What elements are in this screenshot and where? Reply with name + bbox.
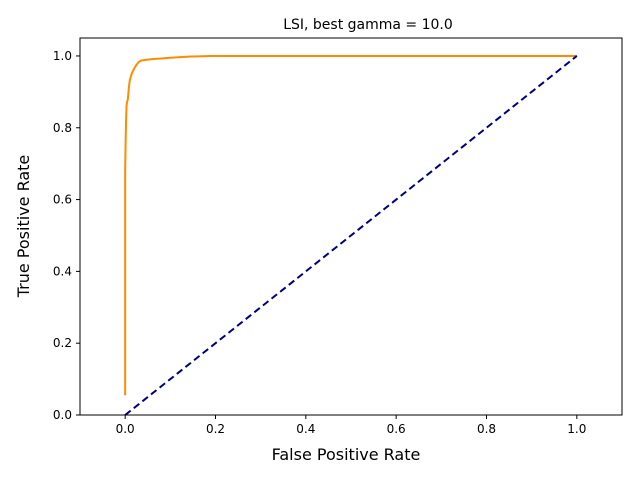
- plot-area: [124, 54, 578, 416]
- y-axis-ticks: 0.0 0.2 0.4 0.6 0.8 1.0: [53, 49, 80, 422]
- roc-curve-line: [124, 54, 577, 396]
- axes-frame: [79, 37, 623, 416]
- y-tick-label: 0.4: [53, 264, 72, 278]
- x-tick-label: 1.0: [567, 422, 586, 436]
- x-tick-label: 0.0: [116, 422, 135, 436]
- chance-diagonal-line: [124, 55, 578, 416]
- y-tick-label: 0.0: [53, 408, 72, 422]
- y-axis-title: True Positive Rate: [14, 155, 33, 299]
- x-axis-ticks: 0.0 0.2 0.4 0.6 0.8 1.0: [116, 415, 586, 436]
- x-tick-label: 0.2: [206, 422, 225, 436]
- x-tick-label: 0.6: [387, 422, 406, 436]
- chart-title: LSI, best gamma = 10.0: [283, 17, 453, 33]
- x-tick-label: 0.8: [477, 422, 496, 436]
- x-tick-label: 0.4: [296, 422, 315, 436]
- x-axis-title: False Positive Rate: [272, 445, 421, 464]
- y-tick-label: 0.6: [53, 193, 72, 207]
- y-tick-label: 1.0: [53, 49, 72, 63]
- y-tick-label: 0.8: [53, 121, 72, 135]
- y-tick-label: 0.2: [53, 336, 72, 350]
